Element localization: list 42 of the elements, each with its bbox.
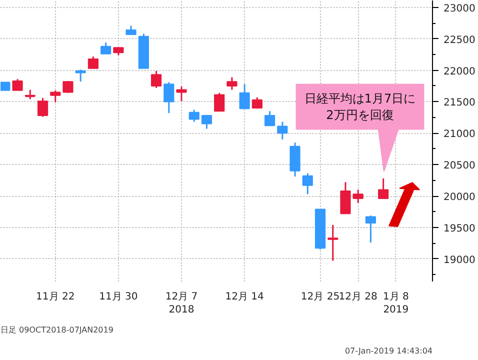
candlestick	[239, 83, 250, 110]
candlestick	[340, 181, 351, 214]
y-tick-label: 21000	[444, 129, 476, 140]
candlestick	[50, 90, 61, 104]
candlestick	[201, 114, 212, 130]
candlestick	[264, 110, 276, 126]
x-tick-label: 12月 25	[300, 292, 340, 302]
candlestick	[378, 178, 389, 200]
x-tick-label: 11月 22	[36, 292, 75, 302]
candlestick	[328, 224, 338, 262]
candlestick	[164, 81, 174, 114]
y-tick-label: 21500	[444, 98, 476, 109]
text: 07-Jan-2019 14:43:04	[344, 346, 432, 356]
candlestick	[150, 70, 162, 89]
y-tick-label: 19000	[444, 254, 476, 266]
y-tick-label: 23000	[444, 3, 476, 14]
candlestick	[277, 121, 288, 140]
text: 日足 09OCT2018-07JAN2019	[0, 326, 114, 334]
candlestick	[12, 78, 23, 92]
x-tick-label: 11月 30	[99, 292, 138, 302]
candlestick	[176, 86, 187, 102]
x-tick-label: 1月 8 2019	[382, 292, 409, 316]
x-tick-label: 12月 7 2018	[165, 292, 198, 316]
candlestick	[37, 97, 48, 118]
annotation: 日経平均は1月7日に 2万円を回復	[304, 91, 416, 122]
y-tick-label: 20000	[444, 192, 476, 204]
y-tick-label: 22000	[444, 66, 476, 78]
candlestick	[24, 89, 36, 100]
y-tick-label: 19500	[444, 223, 476, 234]
y-tick-label: 20500	[444, 160, 476, 172]
candlestick	[214, 92, 225, 112]
y-tick-label: 22500	[444, 34, 476, 46]
candlestick	[88, 56, 98, 70]
x-tick-label: 12月 28	[338, 292, 378, 302]
candlestick	[188, 109, 200, 123]
x-tick-label: 12月 14	[225, 292, 264, 302]
candlestick	[302, 172, 313, 195]
candlestick	[365, 214, 376, 244]
candlestick	[226, 76, 238, 91]
candlestick	[100, 42, 112, 55]
candlestick	[352, 188, 364, 204]
candlestick	[75, 68, 86, 82]
